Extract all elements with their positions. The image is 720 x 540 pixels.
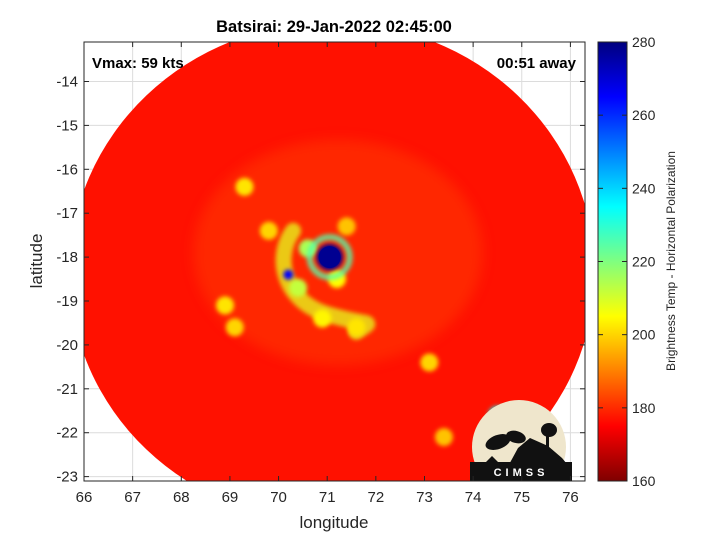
cimss-logo-text: CIMSS: [494, 467, 549, 479]
y-tick-label: -17: [56, 205, 78, 222]
colorbar-ticks: 160 180 200 220 240 260 280: [598, 34, 656, 489]
colorbar-tick-label: 280: [632, 34, 656, 50]
storm-center: [318, 246, 341, 269]
y-tick-label: -23: [56, 469, 78, 486]
colorbar-tick-label: 180: [632, 400, 656, 416]
x-tick-label: 70: [270, 489, 287, 506]
convective-feature: [420, 353, 439, 372]
y-tick-label: -15: [56, 117, 78, 134]
y-tick-label: -16: [56, 161, 78, 178]
y-tick-label: -21: [56, 381, 78, 398]
cimss-logo: CIMSS: [470, 400, 572, 481]
convective-feature: [225, 318, 244, 337]
convective-feature: [235, 177, 254, 196]
y-tick-label: -14: [56, 74, 78, 91]
x-tick-label: 71: [319, 489, 336, 506]
x-tick-label: 75: [513, 489, 530, 506]
y-tick-label: -20: [56, 337, 78, 354]
y-tick-label: -22: [56, 425, 78, 442]
convective-feature: [434, 428, 453, 447]
colorbar-label: Brightness Temp - Horizontal Polarizatio…: [664, 151, 678, 371]
eyewall-ring: [306, 234, 353, 281]
x-tick-label: 74: [465, 489, 482, 506]
convective-feature: [347, 318, 366, 337]
colorbar-tick-label: 200: [632, 327, 656, 343]
colorbar-tick-label: 260: [632, 107, 656, 123]
colorbar-tick-label: 220: [632, 254, 656, 270]
y-axis-label: latitude: [27, 234, 46, 289]
x-tick-label: 76: [562, 489, 579, 506]
time-away-annotation: 00:51 away: [497, 55, 577, 72]
colorbar-tick-label: 160: [632, 473, 656, 489]
convective-feature: [283, 269, 294, 280]
x-tick-label: 67: [124, 489, 141, 506]
convective-feature: [289, 278, 308, 297]
y-tick-label: -18: [56, 249, 78, 266]
convective-feature: [313, 309, 332, 328]
plot-frame: [83, 41, 586, 482]
x-tick-label: 66: [76, 489, 93, 506]
convective-feature: [337, 217, 356, 236]
vmax-annotation: Vmax: 59 kts: [92, 55, 184, 72]
convective-feature: [216, 296, 235, 315]
x-axis-label: longitude: [299, 513, 368, 532]
brightness-temp-swath: [84, 42, 585, 481]
x-tick-label: 68: [173, 489, 190, 506]
x-tick-label: 73: [416, 489, 433, 506]
convective-feature: [259, 221, 278, 240]
chart-title: Batsirai: 29-Jan-2022 02:45:00: [216, 18, 452, 36]
axis-ticks: 66 67 68 69 70 71 72 73 74 75 76 -14 -15 -16 -17 -18 -19…: [56, 42, 585, 506]
x-tick-label: 72: [368, 489, 385, 506]
colorbar-tick-label: 240: [632, 180, 656, 196]
x-tick-label: 69: [222, 489, 239, 506]
y-tick-label: -19: [56, 293, 78, 310]
